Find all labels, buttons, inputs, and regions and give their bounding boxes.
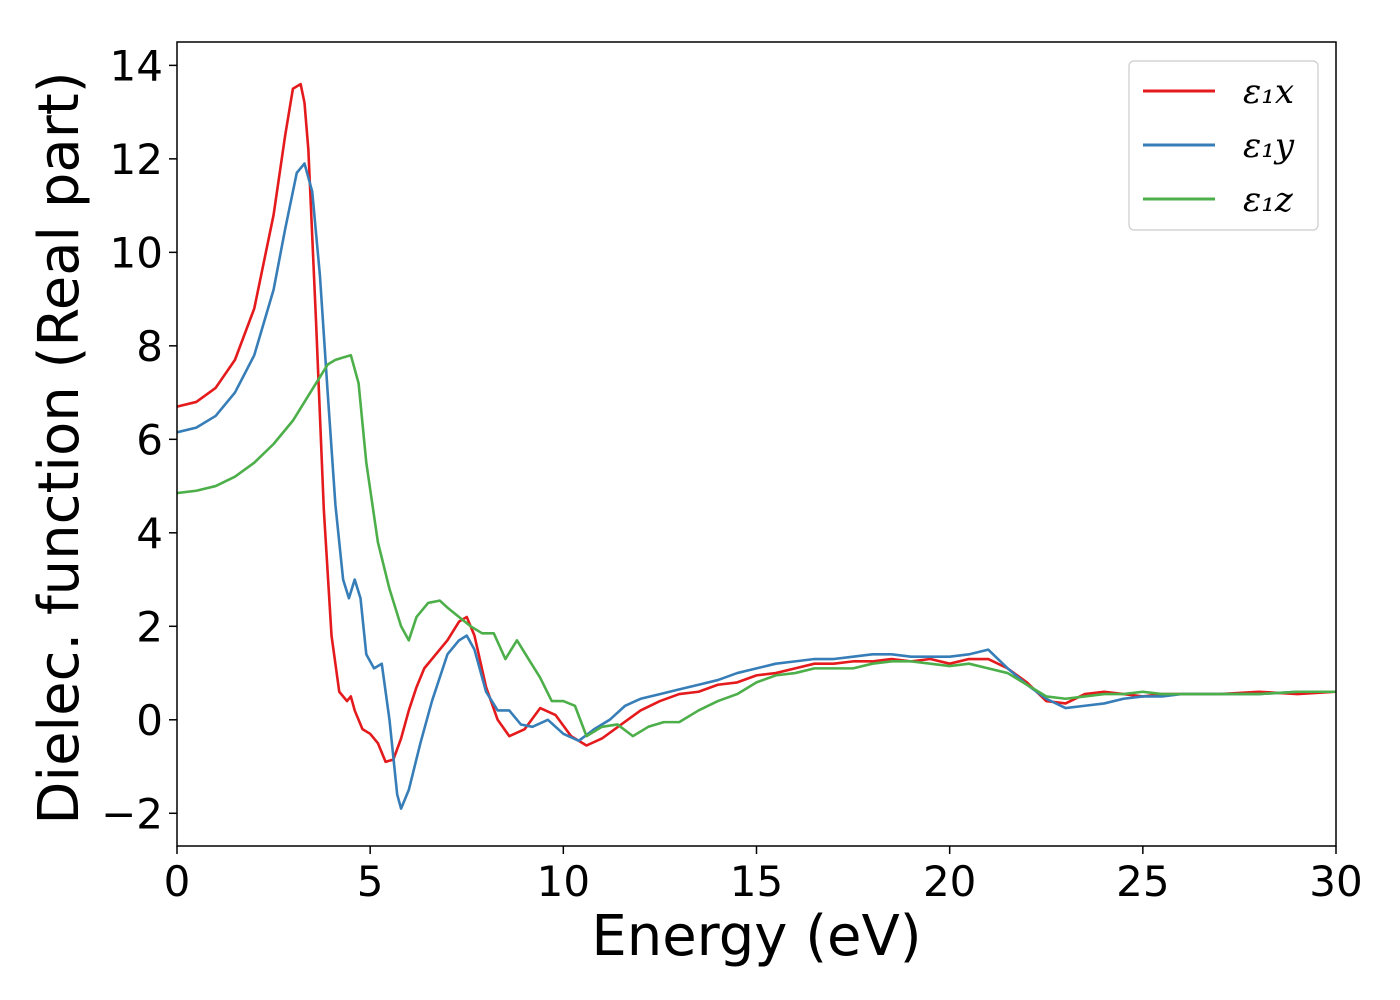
y-axis-label: Dielec. function (Real part) [27, 71, 92, 824]
x-tick-label: 30 [1309, 857, 1362, 906]
legend-label: ε₁x [1243, 72, 1294, 112]
series-layer [176, 82, 1337, 810]
y-tick-label: 2 [136, 602, 163, 651]
y-tick-label: 14 [110, 41, 163, 90]
y-tick-label: 12 [110, 135, 163, 184]
x-tick-label: 0 [164, 857, 191, 906]
legend-label: ε₁z [1243, 180, 1294, 220]
y-tick-label: 6 [136, 415, 163, 464]
y-tick-label: 0 [136, 696, 163, 745]
legend: ε₁x ε₁y ε₁z [1128, 60, 1319, 231]
x-axis: 0 5 10 15 20 25 30 [164, 846, 1363, 906]
x-tick-label: 10 [537, 857, 590, 906]
x-axis-label: Energy (eV) [591, 904, 921, 969]
x-tick-label: 15 [730, 857, 783, 906]
y-tick-label: 10 [110, 228, 163, 277]
y-axis: −2 0 2 4 6 8 10 12 14 [101, 41, 177, 838]
y-tick-label: 4 [136, 509, 163, 558]
series-line-1 [176, 162, 1336, 810]
x-tick-label: 25 [1116, 857, 1169, 906]
x-tick-label: 5 [357, 857, 384, 906]
legend-box [1128, 60, 1319, 231]
series-line-2 [176, 353, 1336, 738]
y-tick-label: 8 [136, 322, 163, 371]
legend-label: ε₁y [1243, 126, 1295, 166]
y-tick-label: −2 [101, 789, 163, 838]
x-tick-label: 20 [923, 857, 976, 906]
